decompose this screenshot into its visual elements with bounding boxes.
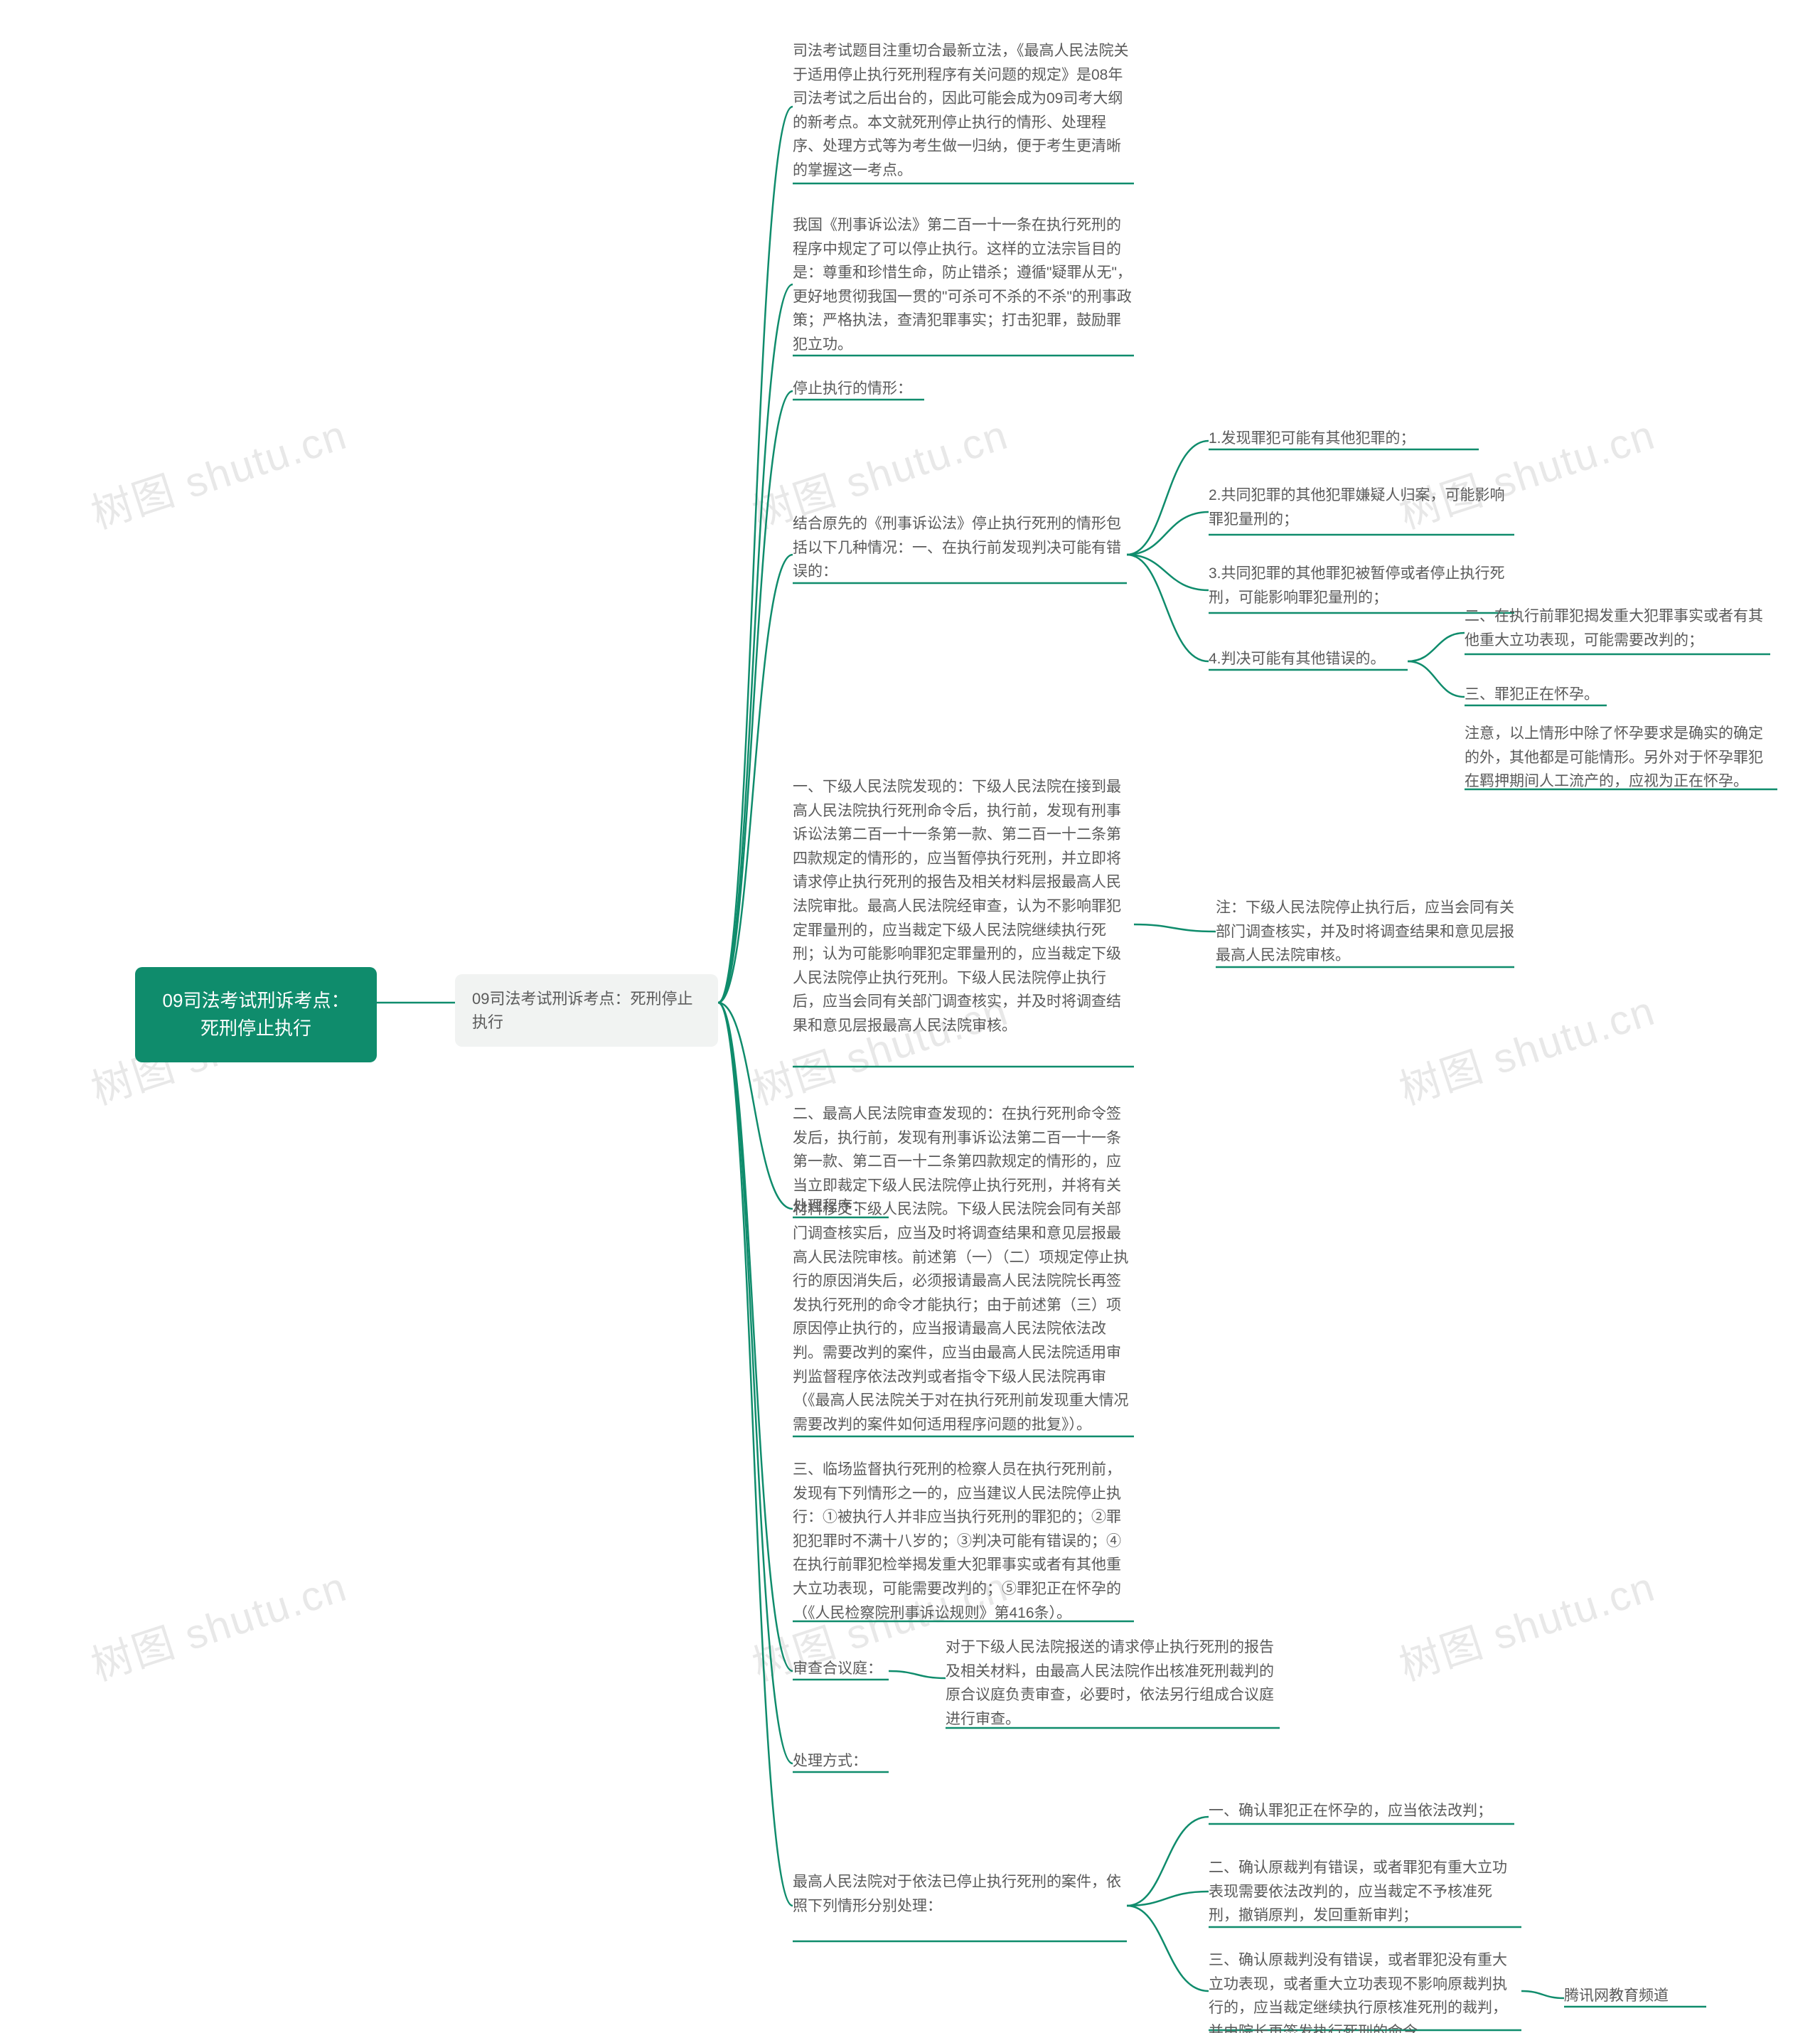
situation-item-4-3-note: 注意，以上情形中除了怀孕要求是确实的确定的外，其他都是可能情形。另外对于怀孕罪犯… bbox=[1465, 722, 1770, 794]
node-intro-2: 我国《刑事诉讼法》第二百一十一条在执行死刑的程序中规定了可以停止执行。这样的立法… bbox=[793, 213, 1134, 357]
disposal-item-2: 二、确认原裁判有错误，或者罪犯有重大立功表现需要依法改判的，应当裁定不予核准死刑… bbox=[1209, 1856, 1514, 1928]
node-situations-title: 停止执行的情形： bbox=[793, 377, 1006, 401]
situation-item-4: 4.判决可能有其他错误的。 bbox=[1209, 647, 1422, 671]
node-situations-detail: 结合原先的《刑事诉讼法》停止执行死刑的情形包括以下几种情况：一、在执行前发现判决… bbox=[793, 512, 1127, 584]
watermark: 树图 shutu.cn bbox=[1391, 1553, 1661, 1692]
node-procedure-title: 处理程序： bbox=[793, 1195, 899, 1219]
review-body: 对于下级人民法院报送的请求停止执行死刑的报告及相关材料，由最高人民法院作出核准死… bbox=[946, 1636, 1280, 1731]
node-supreme-court: 最高人民法院对于依法已停止执行死刑的案件，依照下列情形分别处理： bbox=[793, 1870, 1127, 1918]
disposal-item-3: 三、确认原裁判没有错误，或者罪犯没有重大立功表现，或者重大立功表现不影响原裁判执… bbox=[1209, 1948, 1514, 2033]
node-review-title: 审查合议庭： bbox=[793, 1657, 899, 1681]
procedure-item-1: 一、下级人民法院发现的：下级人民法院在接到最高人民法院执行死刑命令后，执行前，发… bbox=[793, 775, 1134, 1038]
node-disposal-title: 处理方式： bbox=[793, 1749, 899, 1773]
procedure-item-2: 二、最高人民法院审查发现的：在执行死刑命令签发后，执行前，发现有刑事诉讼法第二百… bbox=[793, 1102, 1134, 1436]
situation-item-4-2: 二、在执行前罪犯揭发重大犯罪事实或者有其他重大立功表现，可能需要改判的； bbox=[1465, 604, 1770, 652]
watermark: 树图 shutu.cn bbox=[82, 401, 353, 540]
procedure-item-3: 三、临场监督执行死刑的检察人员在执行死刑前，发现有下列情形之一的，应当建议人民法… bbox=[793, 1458, 1134, 1625]
procedure-item-1-note: 注：下级人民法院停止执行后，应当会同有关部门调查核实，并及时将调查结果和意见层报… bbox=[1216, 896, 1514, 968]
watermark: 树图 shutu.cn bbox=[82, 1553, 353, 1692]
situation-item-1: 1.发现罪犯可能有其他犯罪的； bbox=[1209, 427, 1493, 451]
disposal-item-1: 一、确认罪犯正在怀孕的，应当依法改判； bbox=[1209, 1799, 1514, 1823]
node-intro-1: 司法考试题目注重切合最新立法，《最高人民法院关于适用停止执行死刑程序有关问题的规… bbox=[793, 39, 1134, 183]
situation-item-3: 3.共同犯罪的其他罪犯被暂停或者停止执行死刑，可能影响罪犯量刑的； bbox=[1209, 562, 1514, 609]
situation-item-4-3: 三、罪犯正在怀孕。 bbox=[1465, 683, 1621, 707]
level1-node[interactable]: 09司法考试刑诉考点：死刑停止执行 bbox=[455, 974, 718, 1047]
watermark: 树图 shutu.cn bbox=[1391, 977, 1661, 1116]
disposal-item-3-note: 腾讯网教育频道 bbox=[1564, 1984, 1720, 2008]
root-node[interactable]: 09司法考试刑诉考点：死刑停止执行 bbox=[135, 967, 377, 1062]
situation-item-2: 2.共同犯罪的其他犯罪嫌疑人归案，可能影响罪犯量刑的； bbox=[1209, 484, 1514, 531]
